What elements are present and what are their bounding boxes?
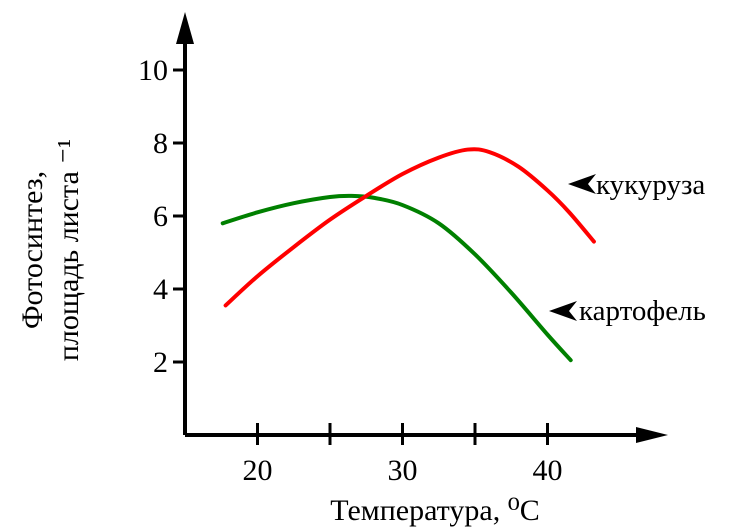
y-tick-label: 8: [153, 127, 168, 160]
labels-layer: 2 4 6 8 10 20 30 40 Температура, ⁰C Фотосинтез, пл…: [16, 54, 706, 527]
series-line-corn: [223, 147, 596, 308]
x-axis-title: Температура, ⁰C: [330, 494, 539, 527]
y-tick-label: 6: [153, 200, 168, 233]
y-axis-title-line1: Фотосинтез,: [16, 171, 49, 329]
x-tick-label: 20: [243, 454, 273, 487]
y-tick-label: 10: [138, 54, 168, 87]
series-pointer-icon: [568, 174, 596, 194]
series-label-potato: картофель: [579, 295, 706, 327]
axes: [173, 12, 668, 445]
series-label-corn: кукуруза: [596, 169, 705, 201]
y-axis-title-line2: площадь листа ⁻¹: [52, 139, 85, 361]
series-line-potato: [220, 193, 573, 363]
series-pointer-icon: [549, 301, 577, 321]
y-tick-label: 4: [153, 273, 168, 306]
y-tick-label: 2: [153, 346, 168, 379]
x-axis-arrow-icon: [636, 427, 668, 443]
series-layer: [220, 147, 596, 363]
x-tick-label: 30: [388, 454, 418, 487]
x-tick-label: 40: [533, 454, 563, 487]
y-axis-arrow-icon: [176, 12, 194, 44]
